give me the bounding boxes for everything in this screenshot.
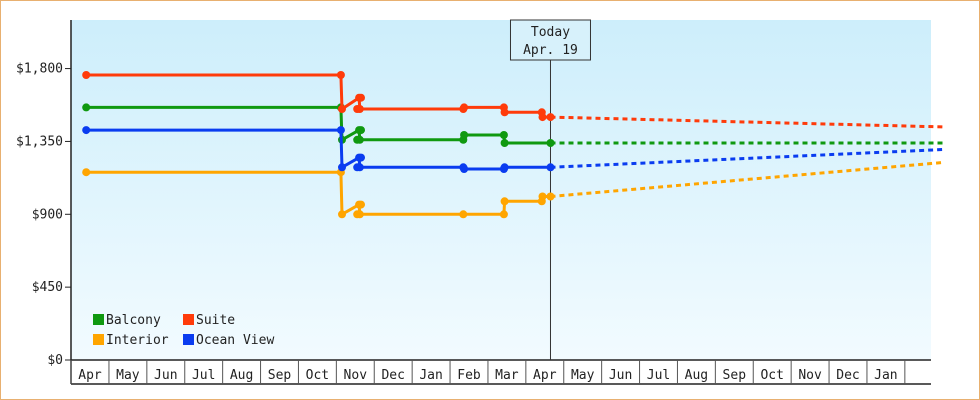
data-point	[82, 168, 91, 177]
data-point	[499, 210, 508, 219]
x-tick-label: May	[571, 368, 595, 383]
data-point	[357, 153, 365, 162]
y-tick-label: $1,350	[16, 134, 63, 149]
x-tick-label: Jan	[419, 368, 442, 383]
data-point	[460, 103, 469, 112]
data-point	[500, 163, 509, 172]
series-ocean-view	[82, 126, 943, 173]
data-point	[500, 197, 509, 206]
data-point	[338, 105, 346, 113]
x-tick-label: Jun	[609, 368, 632, 383]
data-point	[338, 163, 346, 172]
x-tick-label: Nov	[344, 368, 368, 383]
y-tick-label: $0	[47, 353, 63, 368]
x-tick-label: Sep	[268, 368, 292, 383]
legend-swatch	[93, 314, 104, 325]
x-tick-label: Aug	[685, 368, 708, 383]
legend-swatch	[93, 334, 104, 345]
legend-swatch	[183, 314, 194, 325]
data-point	[546, 139, 555, 147]
data-point	[357, 200, 365, 209]
data-point	[499, 131, 508, 139]
y-axis: $0 $450 $900 $1,350 $1,800	[16, 20, 72, 384]
data-point	[500, 108, 509, 117]
data-point	[546, 192, 555, 201]
data-point	[538, 192, 547, 201]
series-forecast-line	[550, 115, 943, 129]
data-point	[355, 135, 364, 144]
x-tick-label: Jan	[874, 368, 897, 383]
x-tick-label: Sep	[723, 368, 747, 383]
x-tick-label: Oct	[760, 368, 783, 383]
x-tick-label: Nov	[798, 368, 822, 383]
x-tick-label: Jul	[192, 368, 215, 383]
legend-label: Interior	[106, 333, 169, 348]
data-point	[336, 126, 345, 135]
legend-item: Interior	[93, 333, 169, 348]
legend: Balcony Suite Interior Ocean View	[93, 313, 274, 348]
x-tick-label: Apr	[533, 368, 557, 383]
data-point	[355, 210, 364, 219]
data-point	[355, 163, 364, 172]
x-axis: Apr May Jun Jul Aug Sep Oct Nov Dec Jan Feb Mar Apr M…	[70, 359, 931, 385]
data-point	[336, 71, 345, 79]
legend-label: Suite	[196, 313, 235, 328]
legend-item: Suite	[183, 313, 235, 328]
legend-swatch	[183, 334, 194, 345]
x-tick-label: Jul	[647, 368, 670, 383]
data-point	[82, 71, 91, 79]
today-box	[509, 19, 591, 61]
x-tick-label: Jun	[154, 368, 177, 383]
data-point	[538, 113, 547, 122]
legend-label: Ocean View	[196, 333, 274, 348]
today-date: Apr. 19	[523, 43, 578, 58]
data-point	[460, 131, 469, 139]
y-tick-label: $1,800	[16, 62, 63, 77]
data-point	[82, 103, 91, 112]
x-tick-label: May	[116, 368, 140, 383]
series-balcony	[82, 103, 943, 147]
data-point	[459, 210, 468, 219]
data-point	[357, 126, 365, 135]
x-tick-label: Dec	[381, 368, 404, 383]
plot-background	[71, 20, 931, 360]
series-line	[86, 105, 551, 145]
series-forecast-line	[550, 148, 943, 169]
today-label: Today	[531, 25, 570, 40]
x-tick-label: Aug	[230, 368, 253, 383]
data-point	[460, 165, 469, 173]
data-point	[546, 113, 555, 122]
series-layer	[82, 71, 943, 219]
data-point	[82, 126, 91, 135]
data-point	[546, 163, 555, 172]
data-point	[338, 210, 346, 219]
series-forecast-line	[550, 161, 943, 198]
x-tick-label: Feb	[457, 368, 481, 383]
legend-item: Ocean View	[183, 333, 274, 348]
x-tick-label: Oct	[306, 368, 329, 383]
y-tick-label: $900	[32, 207, 63, 222]
y-tick-label: $450	[32, 280, 63, 295]
data-point	[357, 93, 365, 102]
x-tick-label: Dec	[836, 368, 859, 383]
today-marker: Today Apr. 19	[509, 19, 591, 360]
data-point	[355, 105, 364, 113]
legend-label: Balcony	[106, 313, 161, 328]
legend-item: Balcony	[93, 313, 161, 328]
x-tick-label: Mar	[495, 368, 519, 383]
data-point	[500, 139, 509, 147]
x-tick-label: Apr	[78, 368, 102, 383]
series-suite	[82, 71, 943, 129]
